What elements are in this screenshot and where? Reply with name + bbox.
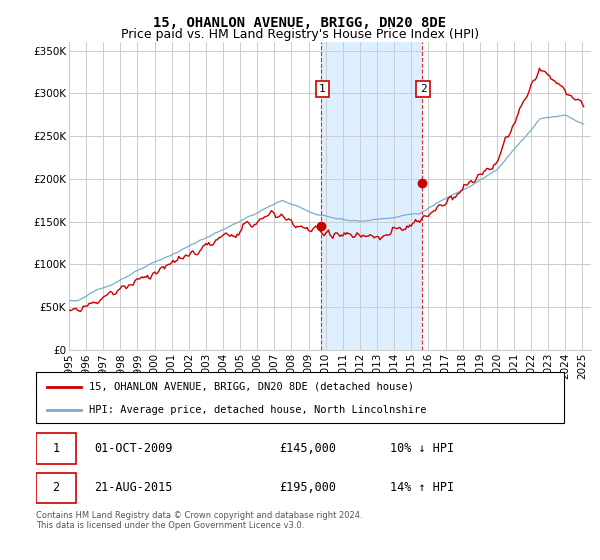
Text: £145,000: £145,000 (279, 442, 336, 455)
Text: 1: 1 (319, 84, 326, 94)
Text: 14% ↑ HPI: 14% ↑ HPI (390, 482, 454, 494)
Text: 2: 2 (420, 84, 427, 94)
Text: 1: 1 (52, 442, 59, 455)
Bar (322, 42, 422, 350)
FancyBboxPatch shape (36, 433, 76, 464)
Text: 15, OHANLON AVENUE, BRIGG, DN20 8DE: 15, OHANLON AVENUE, BRIGG, DN20 8DE (154, 16, 446, 30)
Text: £195,000: £195,000 (279, 482, 336, 494)
Text: 01-OCT-2009: 01-OCT-2009 (94, 442, 172, 455)
Text: Contains HM Land Registry data © Crown copyright and database right 2024.
This d: Contains HM Land Registry data © Crown c… (36, 511, 362, 530)
FancyBboxPatch shape (36, 473, 76, 503)
Text: 10% ↓ HPI: 10% ↓ HPI (390, 442, 454, 455)
Text: HPI: Average price, detached house, North Lincolnshire: HPI: Average price, detached house, Nort… (89, 405, 426, 415)
Text: 15, OHANLON AVENUE, BRIGG, DN20 8DE (detached house): 15, OHANLON AVENUE, BRIGG, DN20 8DE (det… (89, 381, 414, 391)
Text: 21-AUG-2015: 21-AUG-2015 (94, 482, 172, 494)
FancyBboxPatch shape (36, 372, 564, 423)
Text: 2: 2 (52, 482, 59, 494)
Text: Price paid vs. HM Land Registry's House Price Index (HPI): Price paid vs. HM Land Registry's House … (121, 28, 479, 41)
